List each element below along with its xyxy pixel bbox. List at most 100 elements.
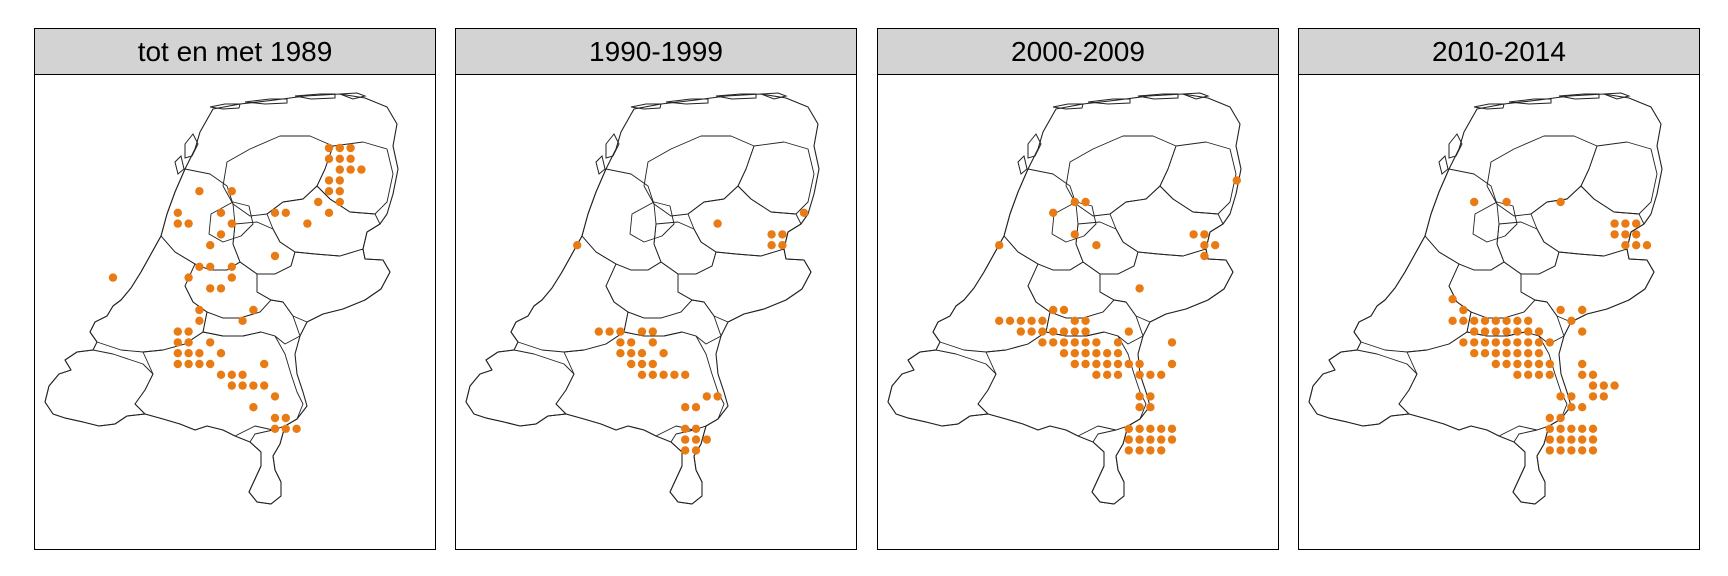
panel-title: 1990-1999 — [456, 29, 856, 75]
occurrence-dot — [1146, 446, 1155, 455]
occurrence-dot — [1081, 338, 1090, 347]
occurrence-dot — [702, 392, 711, 401]
occurrence-dot — [1513, 316, 1522, 325]
occurrence-dot — [681, 424, 690, 433]
province-boundary — [1353, 235, 1472, 353]
province-boundary — [581, 168, 662, 271]
wadden-island — [1558, 93, 1600, 100]
occurrence-dot — [335, 197, 344, 207]
occurrence-dot — [1113, 349, 1123, 358]
occurrence-dot — [1524, 338, 1533, 347]
occurrence-dot — [1524, 349, 1533, 358]
occurrence-dot — [1545, 359, 1554, 369]
occurrence-dot — [799, 208, 809, 217]
lake-outline — [208, 201, 254, 243]
occurrence-dot — [1146, 424, 1155, 433]
occurrence-dot — [1534, 327, 1544, 336]
occurrence-dot — [1459, 305, 1468, 315]
province-boundary — [653, 221, 717, 275]
occurrence-dot — [995, 241, 1004, 250]
panel-3: 2000-2009 — [877, 28, 1279, 550]
occurrence-dot — [1556, 435, 1565, 444]
occurrence-dot — [1588, 424, 1598, 433]
occurrence-dot — [1567, 424, 1576, 433]
netherlands-map — [1299, 74, 1699, 549]
wadden-island — [1137, 93, 1179, 100]
wadden-island — [174, 155, 185, 175]
occurrence-dot — [1578, 403, 1587, 412]
occurrence-dot — [1124, 446, 1133, 455]
province-boundary — [1398, 331, 1568, 437]
occurrence-dot — [1491, 359, 1500, 369]
occurrence-dot — [1049, 305, 1058, 315]
occurrence-dot — [1081, 359, 1090, 369]
occurrence-dot — [1232, 176, 1241, 185]
occurrence-dot — [1081, 197, 1090, 207]
country-outline — [1308, 93, 1663, 505]
occurrence-dot — [346, 165, 355, 174]
occurrence-dot — [1513, 338, 1522, 347]
province-boundary — [1159, 141, 1237, 215]
occurrence-dot — [346, 143, 355, 153]
occurrence-dot — [627, 349, 636, 358]
occurrence-dot — [1038, 316, 1047, 325]
occurrence-dot — [184, 273, 193, 282]
occurrence-dot — [238, 381, 247, 390]
country-outline — [465, 93, 820, 505]
occurrence-dot — [1027, 327, 1036, 336]
wadden-island — [760, 92, 788, 100]
occurrence-dot — [1448, 295, 1457, 304]
occurrence-dot — [281, 424, 290, 433]
occurrence-dot — [1524, 316, 1533, 325]
occurrence-dot — [1578, 305, 1587, 315]
occurrence-dot — [1545, 446, 1554, 455]
occurrence-dot — [1049, 208, 1058, 217]
occurrence-dot — [691, 435, 701, 444]
occurrence-dot — [206, 262, 215, 271]
wadden-island — [630, 103, 662, 110]
occurrence-dot — [648, 370, 657, 379]
occurrence-dot — [1621, 230, 1630, 239]
occurrence-dot — [1005, 316, 1015, 325]
occurrence-dot — [1578, 435, 1587, 444]
occurrence-dot — [1092, 359, 1101, 369]
province-boundary — [1099, 248, 1234, 323]
occurrence-dot — [335, 154, 344, 163]
occurrence-dot — [1113, 359, 1123, 369]
occurrence-dot — [1480, 349, 1490, 358]
occurrence-dot — [1470, 316, 1479, 325]
occurrence-dot — [292, 424, 301, 433]
occurrence-dot — [1070, 349, 1079, 358]
occurrence-dot — [1567, 403, 1576, 412]
occurrence-dot — [1480, 338, 1490, 347]
occurrence-dot — [1124, 359, 1133, 369]
wadden-island — [1508, 98, 1552, 105]
occurrence-dot — [173, 327, 182, 336]
occurrence-dot — [1070, 230, 1079, 239]
occurrence-dot — [1070, 338, 1079, 347]
wadden-island — [294, 93, 336, 100]
occurrence-dot — [573, 241, 582, 250]
occurrence-dot — [1081, 327, 1090, 336]
occurrence-dot — [195, 187, 204, 196]
occurrence-dot — [1556, 392, 1565, 401]
occurrence-dot — [1588, 381, 1598, 390]
occurrence-dot — [1092, 349, 1101, 358]
occurrence-dot — [1049, 327, 1058, 336]
occurrence-dot — [1491, 349, 1500, 358]
occurrence-dot — [1502, 197, 1511, 207]
province-boundary — [1520, 248, 1655, 323]
country-outline — [887, 93, 1242, 505]
occurrence-dot — [1578, 370, 1587, 379]
occurrence-dot — [1632, 219, 1641, 228]
occurrence-dot — [648, 338, 657, 347]
province-boundary — [605, 261, 693, 319]
occurrence-dot — [173, 349, 182, 358]
occurrence-dot — [281, 208, 290, 217]
occurrence-dot — [1524, 327, 1533, 336]
province-boundary — [1424, 168, 1505, 271]
occurrence-dot — [108, 273, 118, 282]
occurrence-dot — [1113, 370, 1123, 379]
occurrence-dot — [1632, 230, 1641, 239]
occurrence-dot — [335, 143, 344, 153]
